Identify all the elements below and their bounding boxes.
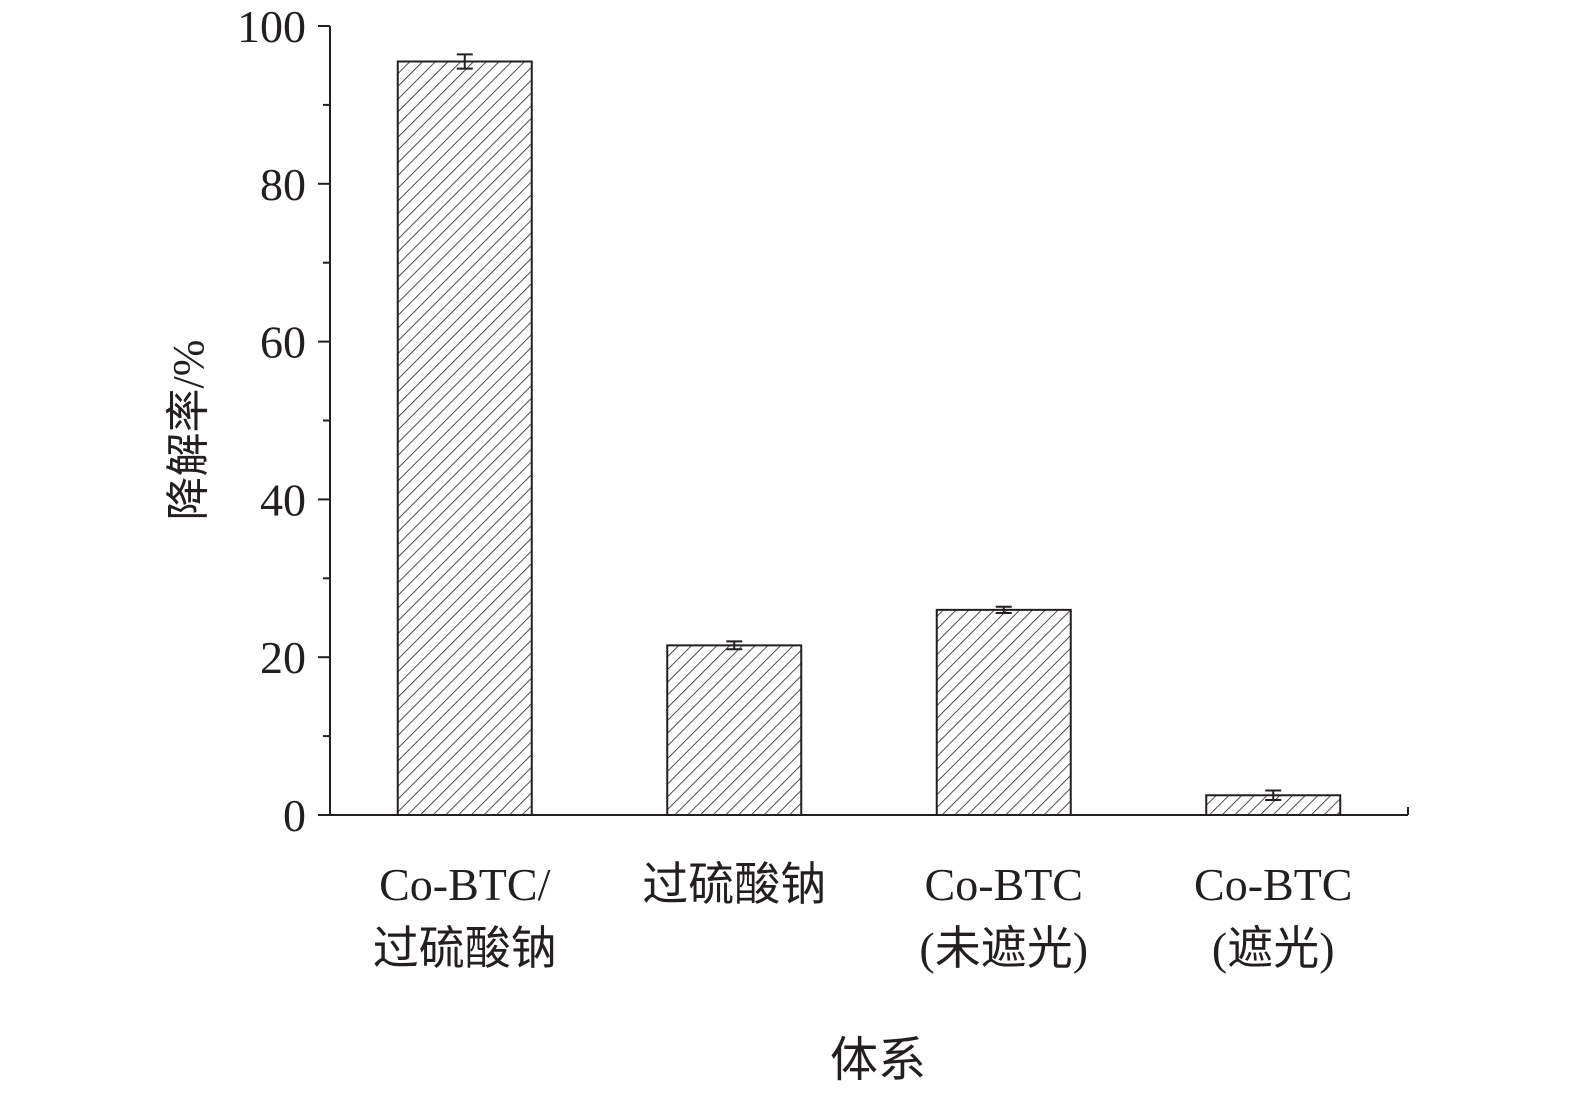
- y-tick-label: 40: [260, 474, 306, 525]
- error-bar: [1265, 789, 1282, 802]
- x-tick-label: 过硫酸钠: [642, 859, 826, 910]
- error-bar: [995, 605, 1012, 615]
- y-axis-title: 降解率/%: [164, 340, 213, 521]
- bars-layer: [396, 53, 1342, 817]
- y-tick-label: 60: [260, 317, 306, 368]
- x-axis-title: 体系: [830, 1034, 926, 1087]
- x-tick-label: Co-BTC (未遮光): [919, 859, 1088, 974]
- y-tick-label: 80: [260, 159, 306, 210]
- y-tick-label: 0: [283, 790, 306, 841]
- bar: [935, 608, 1072, 816]
- y-ticks: 0 20 40 60 80 100: [237, 1, 330, 841]
- bar: [396, 60, 533, 816]
- x-tick-labels: Co-BTC/过硫酸钠 过硫酸钠 Co-BTC (未遮光) Co-BTC (遮光): [373, 859, 1353, 974]
- x-tick-label: Co-BTC (遮光): [1194, 859, 1352, 974]
- x-tick-label: Co-BTC/过硫酸钠: [373, 859, 557, 974]
- error-bar: [726, 640, 743, 651]
- y-tick-label: 100: [237, 1, 306, 52]
- y-tick-label: 20: [260, 632, 306, 683]
- error-bar: [456, 53, 473, 70]
- bar: [666, 644, 803, 816]
